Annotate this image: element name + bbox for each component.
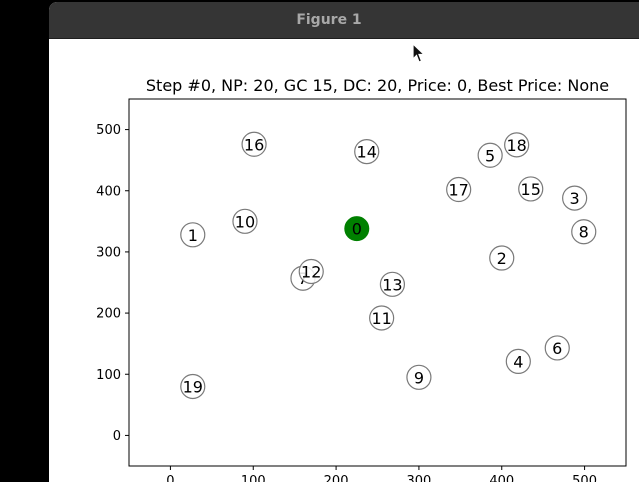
scatter-plot: Step #0, NP: 20, GC 15, DC: 20, Price: 0… xyxy=(96,76,627,482)
x-tick-label: 0 xyxy=(166,474,174,482)
node-label: 9 xyxy=(414,368,424,387)
node-marker xyxy=(562,185,588,211)
node-label: 3 xyxy=(570,189,580,208)
node-marker xyxy=(544,335,570,361)
node-marker xyxy=(369,305,395,331)
node-marker xyxy=(505,348,531,375)
node-marker xyxy=(241,131,267,157)
node-label: 5 xyxy=(485,146,495,165)
window-titlebar[interactable]: Figure 1 xyxy=(49,2,639,39)
y-tick-label: 200 xyxy=(96,307,121,322)
node-label: 6 xyxy=(552,339,562,358)
node-label: 14 xyxy=(357,143,377,162)
node-marker xyxy=(379,271,406,297)
start-node-marker xyxy=(344,216,370,242)
plot-frame xyxy=(128,98,627,467)
node-label: 12 xyxy=(301,262,321,281)
node-label: 2 xyxy=(497,249,507,268)
window-title: Figure 1 xyxy=(296,12,362,28)
node-label: 11 xyxy=(371,309,391,328)
node-marker xyxy=(180,373,206,400)
y-tick-label: 100 xyxy=(96,368,121,383)
arrow-pointer-icon xyxy=(412,43,426,63)
x-tick-label: 500 xyxy=(572,474,597,482)
x-tick-label: 200 xyxy=(324,474,349,482)
y-tick-label: 400 xyxy=(96,184,121,199)
x-tick-label: 300 xyxy=(407,474,432,482)
y-tick-label: 500 xyxy=(96,123,121,138)
y-tick-label: 300 xyxy=(96,245,121,260)
node-marker xyxy=(180,222,206,248)
node-marker xyxy=(298,258,324,285)
node-label: 8 xyxy=(579,223,589,242)
y-tick-label: 0 xyxy=(113,429,121,444)
node-marker xyxy=(406,364,432,390)
node-marker xyxy=(446,176,472,203)
node-marker xyxy=(571,219,597,245)
node-marker xyxy=(232,208,258,234)
node-label: 17 xyxy=(448,181,468,200)
figure-canvas[interactable]: Step #0, NP: 20, GC 15, DC: 20, Price: 0… xyxy=(49,40,639,482)
node-label: 13 xyxy=(382,275,402,294)
node-label: 10 xyxy=(235,212,255,231)
node-label: 15 xyxy=(521,180,541,199)
x-tick-label: 100 xyxy=(241,474,266,482)
node-label: 19 xyxy=(183,377,203,396)
x-tick-label: 400 xyxy=(489,474,514,482)
node-label: 4 xyxy=(513,352,523,371)
node-marker xyxy=(477,142,503,168)
node-marker xyxy=(518,176,544,202)
node-marker xyxy=(504,132,530,158)
node-marker xyxy=(489,245,515,271)
node-marker xyxy=(354,139,380,165)
figure-window: Figure 1 Step #0, NP: 20, GC 15, DC: 20,… xyxy=(49,2,639,482)
node-label: 0 xyxy=(352,220,362,239)
node-label: 16 xyxy=(244,135,264,154)
chart-title: Step #0, NP: 20, GC 15, DC: 20, Price: 0… xyxy=(146,76,609,95)
node-label: 1 xyxy=(188,226,198,245)
node-label: 18 xyxy=(506,136,526,155)
